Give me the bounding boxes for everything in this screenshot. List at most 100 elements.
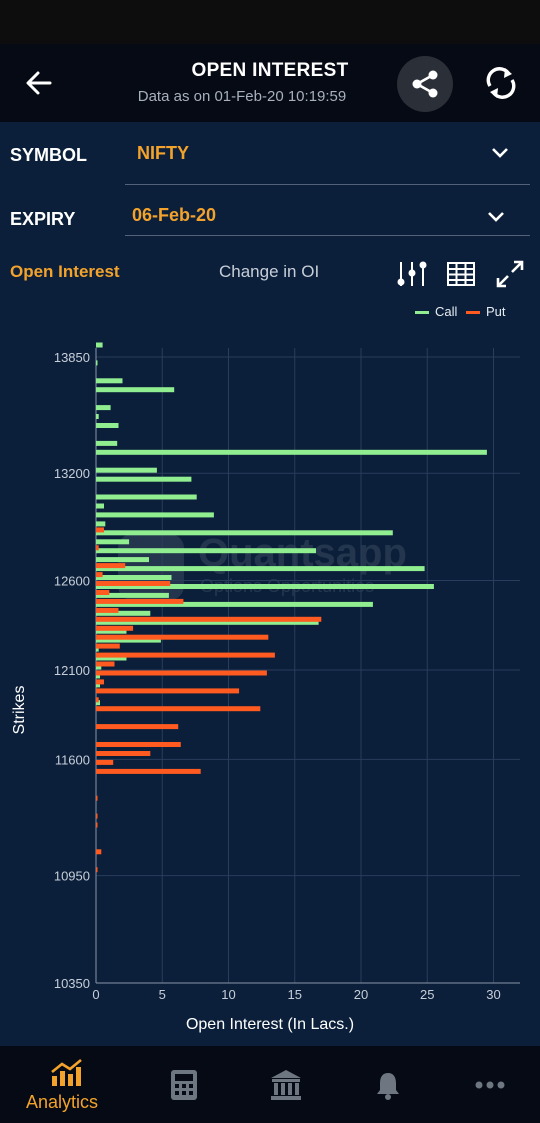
tab-open-interest[interactable]: Open Interest — [10, 262, 120, 281]
app-header: OPEN INTEREST Data as on 01-Feb-20 10:19… — [0, 44, 540, 122]
put-bar — [96, 625, 134, 631]
put-bar — [96, 849, 102, 855]
nav-more[interactable] — [472, 1046, 508, 1123]
call-bar — [96, 557, 149, 563]
nav-institution[interactable] — [268, 1046, 304, 1123]
legend-put-label: Put — [486, 304, 506, 319]
x-tick-label: 10 — [221, 987, 235, 1002]
data-timestamp: Data as on 01-Feb-20 10:19:59 — [137, 88, 347, 105]
put-bar — [96, 563, 126, 569]
legend-put-swatch — [466, 311, 480, 315]
call-bar — [96, 521, 106, 527]
call-bar — [96, 592, 169, 598]
x-tick-label: 30 — [486, 987, 500, 1002]
x-tick-label: 0 — [92, 987, 99, 1002]
call-bar — [96, 440, 118, 446]
legend-call: Call — [415, 304, 457, 319]
put-bar — [96, 661, 115, 667]
more-dots-icon — [475, 1081, 505, 1089]
call-bar — [96, 476, 192, 482]
put-bar — [96, 527, 104, 533]
put-bar — [96, 670, 267, 676]
bottom-nav: Analytics — [0, 1046, 540, 1123]
legend-call-label: Call — [435, 304, 458, 319]
y-tick-label: 12600 — [54, 574, 90, 589]
put-bar — [96, 697, 99, 703]
call-bar — [96, 530, 393, 536]
legend-put: Put — [466, 304, 506, 319]
call-bar — [96, 584, 434, 589]
symbol-underline — [125, 184, 530, 185]
call-bar — [96, 494, 197, 500]
put-bar — [96, 759, 114, 765]
call-bar — [96, 637, 161, 643]
expiry-label: EXPIRY — [10, 209, 76, 229]
tab-change-in-oi[interactable]: Change in OI — [219, 262, 320, 281]
put-bar — [96, 581, 171, 586]
bell-icon — [377, 1073, 399, 1100]
call-bar — [96, 575, 172, 580]
put-bar — [96, 706, 261, 712]
share-button[interactable] — [397, 56, 453, 112]
call-bar — [96, 539, 130, 545]
refresh-button[interactable] — [482, 64, 520, 102]
refresh-icon — [486, 67, 516, 99]
page-title: OPEN INTEREST — [191, 60, 349, 81]
put-bar — [96, 768, 201, 774]
put-bar — [96, 679, 104, 685]
put-bar — [96, 724, 179, 730]
chevron-down-icon[interactable] — [490, 146, 510, 160]
call-bar — [96, 700, 100, 706]
call-bar — [96, 628, 127, 634]
call-bar — [96, 646, 99, 652]
call-bar — [96, 610, 151, 616]
y-axis-title: Strikes — [11, 686, 28, 735]
call-bar — [96, 360, 98, 366]
filter-sliders-icon[interactable] — [396, 258, 428, 290]
call-bar — [96, 655, 127, 661]
call-bar — [96, 423, 119, 428]
nav-alerts[interactable] — [372, 1046, 404, 1123]
put-bar — [96, 688, 240, 694]
put-bar — [96, 590, 110, 595]
open-interest-chart: 0 5 10 15 20 25 30 13850 13200 12600 12100 11600 109… — [11, 342, 520, 1033]
call-bar — [96, 387, 175, 393]
put-bar — [96, 598, 184, 604]
call-bar — [96, 378, 123, 384]
nav-calculator[interactable] — [166, 1046, 202, 1123]
back-button[interactable] — [22, 66, 56, 100]
put-bar — [96, 867, 98, 873]
put-bar — [96, 813, 98, 819]
symbol-select[interactable]: NIFTY — [137, 143, 189, 163]
symbol-label: SYMBOL — [10, 145, 88, 165]
call-bar — [96, 342, 103, 348]
call-bar — [96, 414, 99, 419]
y-tick-label: 11600 — [55, 752, 90, 767]
arrow-left-icon — [26, 71, 52, 95]
call-bar — [96, 601, 373, 607]
analytics-chart-icon — [51, 1058, 82, 1086]
put-bar — [96, 607, 119, 613]
x-tick-label: 5 — [159, 987, 166, 1002]
y-tick-label: 13200 — [54, 466, 90, 481]
calculator-icon — [171, 1070, 197, 1100]
expiry-select[interactable]: 06-Feb-20 — [132, 205, 217, 225]
nav-analytics[interactable]: Analytics — [20, 1046, 112, 1123]
put-bar — [96, 545, 99, 551]
y-tick-label: 13850 — [54, 350, 90, 365]
status-bar — [0, 0, 540, 44]
fullscreen-expand-icon[interactable] — [494, 258, 526, 290]
put-bar — [96, 742, 181, 747]
y-tick-label: 10950 — [54, 869, 90, 884]
call-bar — [96, 673, 100, 679]
put-bar — [96, 616, 322, 622]
put-bar — [96, 643, 120, 649]
call-bar — [96, 566, 425, 572]
put-bar — [96, 751, 151, 756]
put-bar — [96, 822, 98, 828]
x-tick-label: 25 — [420, 987, 434, 1002]
table-grid-icon[interactable] — [445, 258, 477, 290]
x-axis-title: Open Interest (In Lacs.) — [186, 1016, 354, 1033]
chevron-down-icon[interactable] — [486, 210, 506, 224]
y-tick-label: 12100 — [54, 663, 90, 678]
